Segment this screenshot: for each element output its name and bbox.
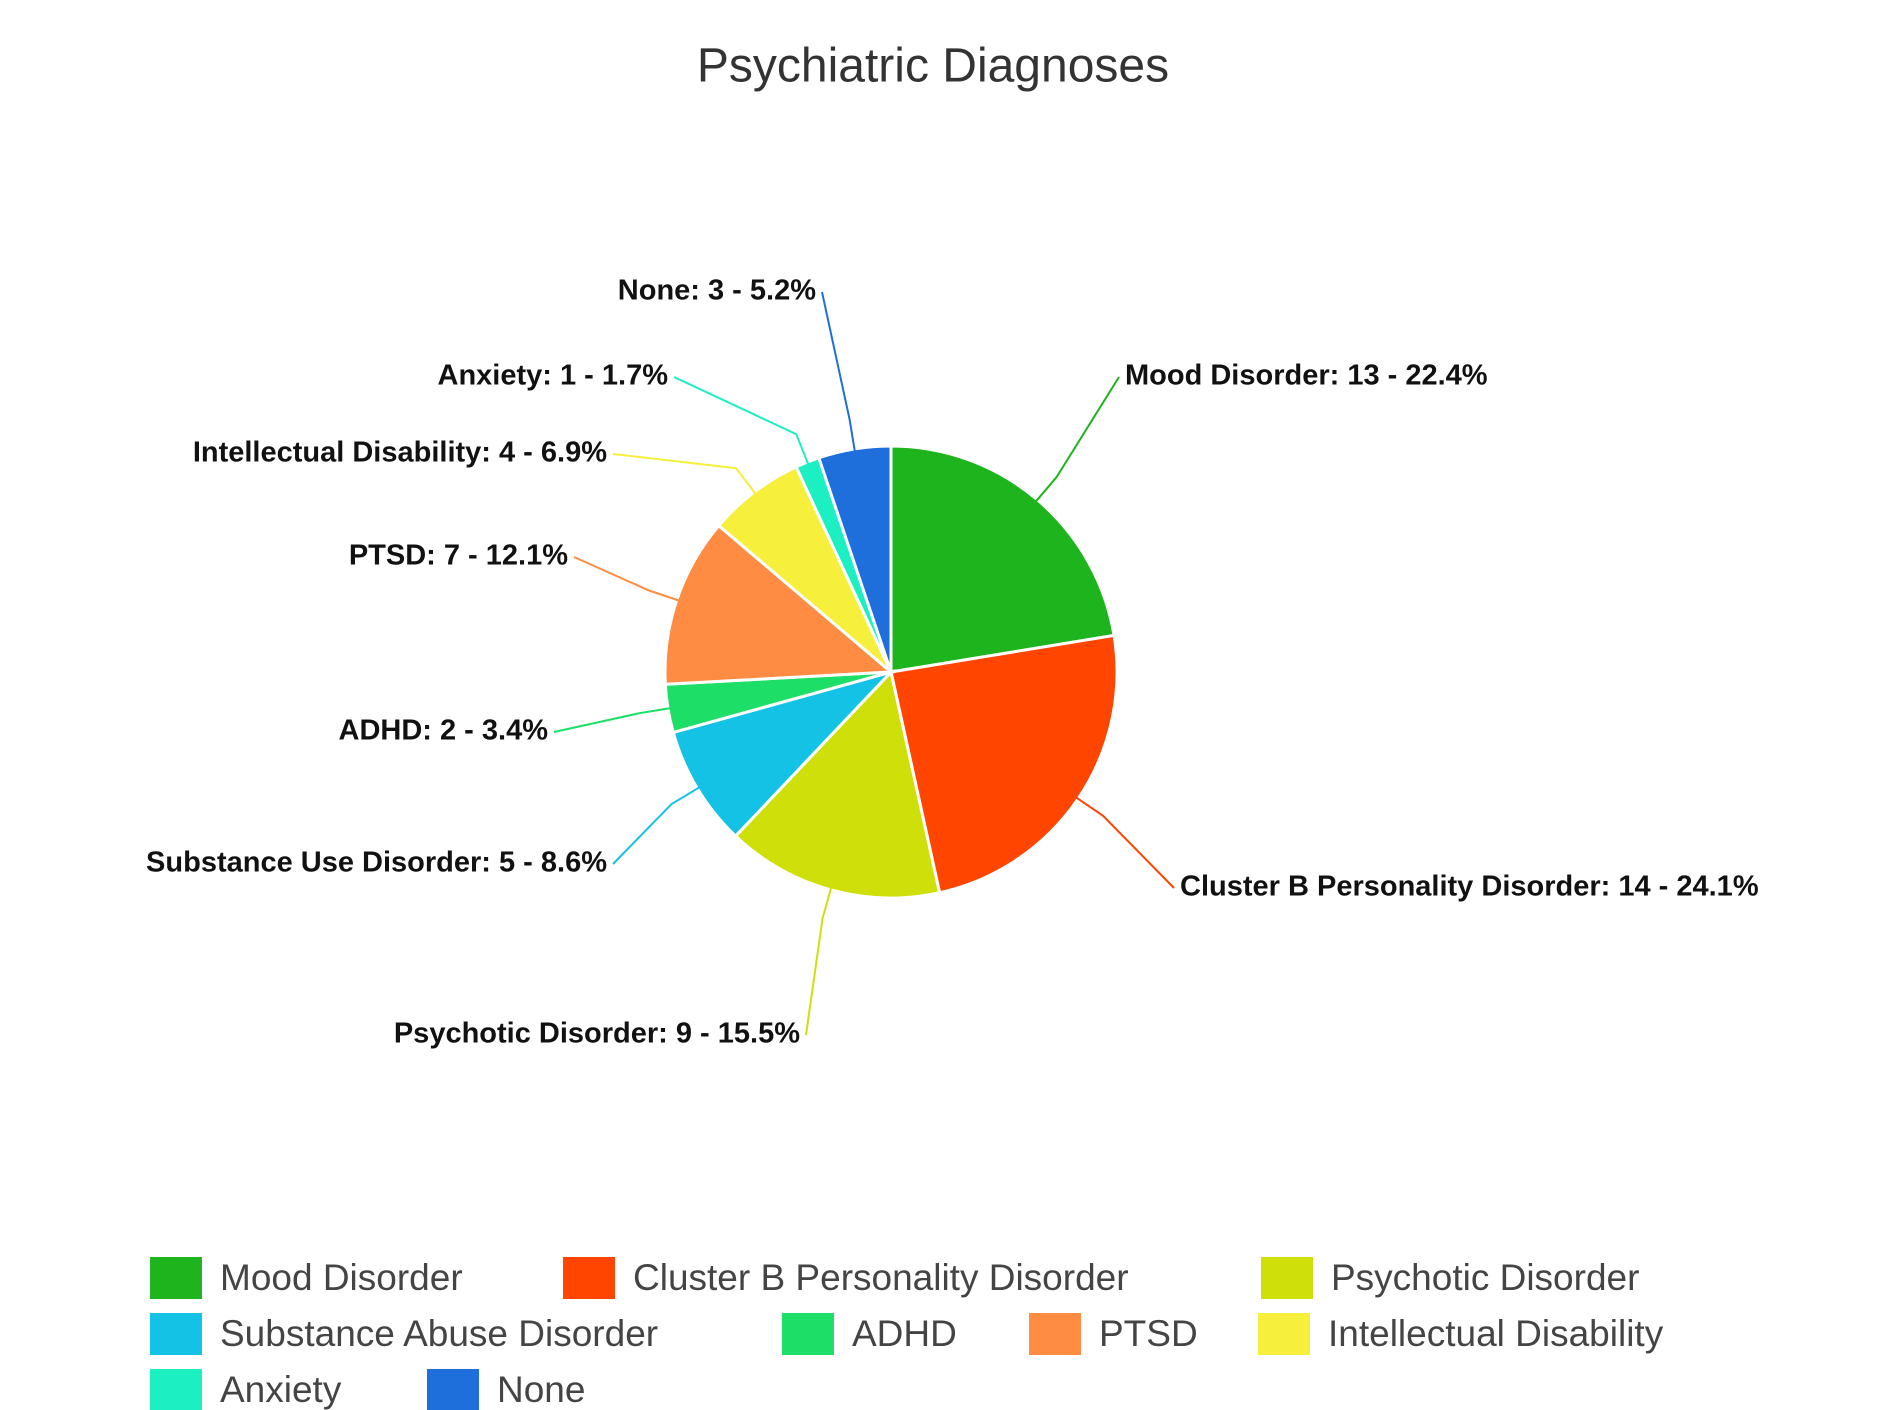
legend-label: None: [497, 1369, 585, 1410]
chart-title: Psychiatric Diagnoses: [697, 40, 1169, 93]
connector-line: [1033, 376, 1120, 504]
pie-slice: [889, 444, 1116, 674]
legend-swatch: [1261, 1257, 1313, 1299]
data-label: PTSD: 7 - 12.1%: [349, 540, 568, 572]
legend-swatch: [150, 1257, 202, 1299]
legend-label: ADHD: [852, 1313, 957, 1354]
legend-label: Psychotic Disorder: [1331, 1257, 1639, 1298]
legend-label: Intellectual Disability: [1328, 1313, 1664, 1354]
legend-label: Anxiety: [220, 1369, 342, 1410]
legend-label: Substance Abuse Disorder: [220, 1313, 658, 1354]
connector-line: [805, 885, 833, 1036]
connector-line: [821, 291, 857, 454]
data-label: Mood Disorder: 13 - 22.4%: [1125, 360, 1488, 392]
legend-label: PTSD: [1099, 1313, 1198, 1354]
data-label: Substance Use Disorder: 5 - 8.6%: [146, 847, 607, 879]
connector-line: [612, 453, 758, 496]
connector-line: [553, 706, 673, 733]
legend-swatch: [782, 1313, 834, 1355]
connector-line: [573, 556, 681, 603]
connector-line: [612, 785, 702, 865]
legend-swatch: [150, 1313, 202, 1355]
data-label: None: 3 - 5.2%: [618, 275, 816, 307]
legend-swatch: [150, 1369, 202, 1410]
legend-swatch: [563, 1257, 615, 1299]
data-label: ADHD: 2 - 3.4%: [339, 715, 549, 747]
legend-swatch: [1258, 1313, 1310, 1355]
connector-line: [673, 376, 810, 467]
legend-swatch: [1029, 1313, 1081, 1355]
data-label: Anxiety: 1 - 1.7%: [438, 360, 669, 392]
data-label: Cluster B Personality Disorder: 14 - 24.…: [1180, 871, 1759, 903]
legend-swatch: [427, 1369, 479, 1410]
legend-label: Mood Disorder: [220, 1257, 463, 1298]
data-label: Intellectual Disability: 4 - 6.9%: [193, 437, 607, 469]
legend-label: Cluster B Personality Disorder: [633, 1257, 1129, 1298]
data-label: Psychotic Disorder: 9 - 15.5%: [394, 1018, 800, 1050]
connector-line: [1074, 795, 1175, 889]
